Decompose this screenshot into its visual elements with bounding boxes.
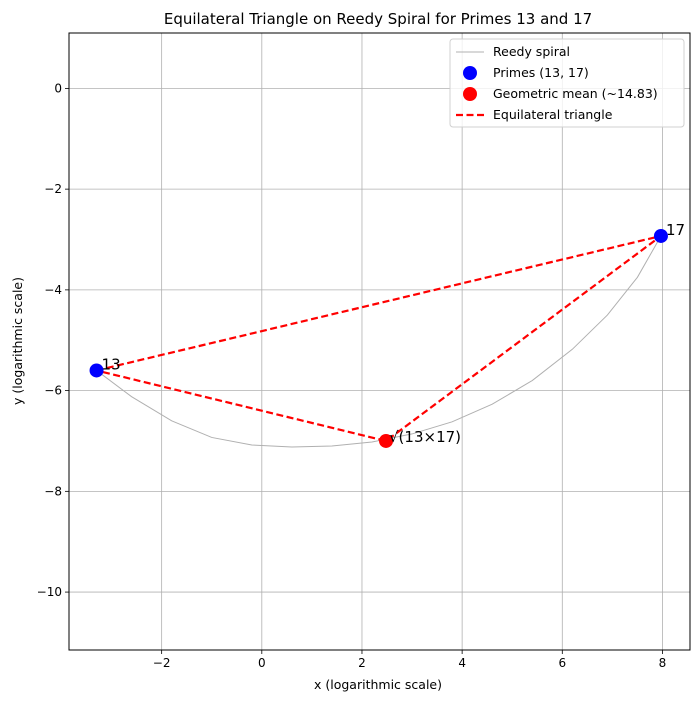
legend: Reedy spiral Primes (13, 17) Geometric mea… <box>449 38 685 128</box>
y-tick-label: −10 <box>37 585 62 599</box>
prime-point <box>653 228 668 243</box>
axes-frame <box>68 32 691 651</box>
chart-title: Equilateral Triangle on Reedy Spiral for… <box>164 10 592 28</box>
y-axis-label: y (logarithmic scale) <box>10 277 25 405</box>
x-tick-label: 6 <box>558 656 566 670</box>
geometric-mean-label: √(13×17) <box>389 428 461 446</box>
y-tick-label: −8 <box>44 484 62 498</box>
prime-label: 13 <box>102 355 121 373</box>
x-tick-label: 8 <box>659 656 667 670</box>
x-tick-label: 2 <box>358 656 366 670</box>
triangle-line <box>96 234 662 443</box>
prime-label: 17 <box>666 221 685 239</box>
legend-marker <box>463 66 477 80</box>
geometric-mean-point <box>379 433 394 448</box>
legend-label: Primes (13, 17) <box>493 65 589 80</box>
y-tick-label: 0 <box>54 81 62 95</box>
x-tick-label: 4 <box>458 656 466 670</box>
plot-area: −2 0 2 4 6 8 0 −2 −4 −6 −8 −10 13 17 √(13×17) <box>37 32 691 670</box>
y-tick-label: −6 <box>44 384 62 398</box>
y-tick-label: −4 <box>44 283 62 297</box>
legend-label: Reedy spiral <box>493 44 570 59</box>
legend-box <box>449 38 685 128</box>
y-tick-label: −2 <box>44 182 62 196</box>
x-axis-label: x (logarithmic scale) <box>314 677 442 692</box>
legend-label: Geometric mean (~14.83) <box>493 86 658 101</box>
legend-label: Equilateral triangle <box>493 107 613 122</box>
x-tick-label: 0 <box>258 656 266 670</box>
legend-marker <box>463 87 477 101</box>
x-tick-label: −2 <box>153 656 171 670</box>
prime-point <box>89 363 104 378</box>
